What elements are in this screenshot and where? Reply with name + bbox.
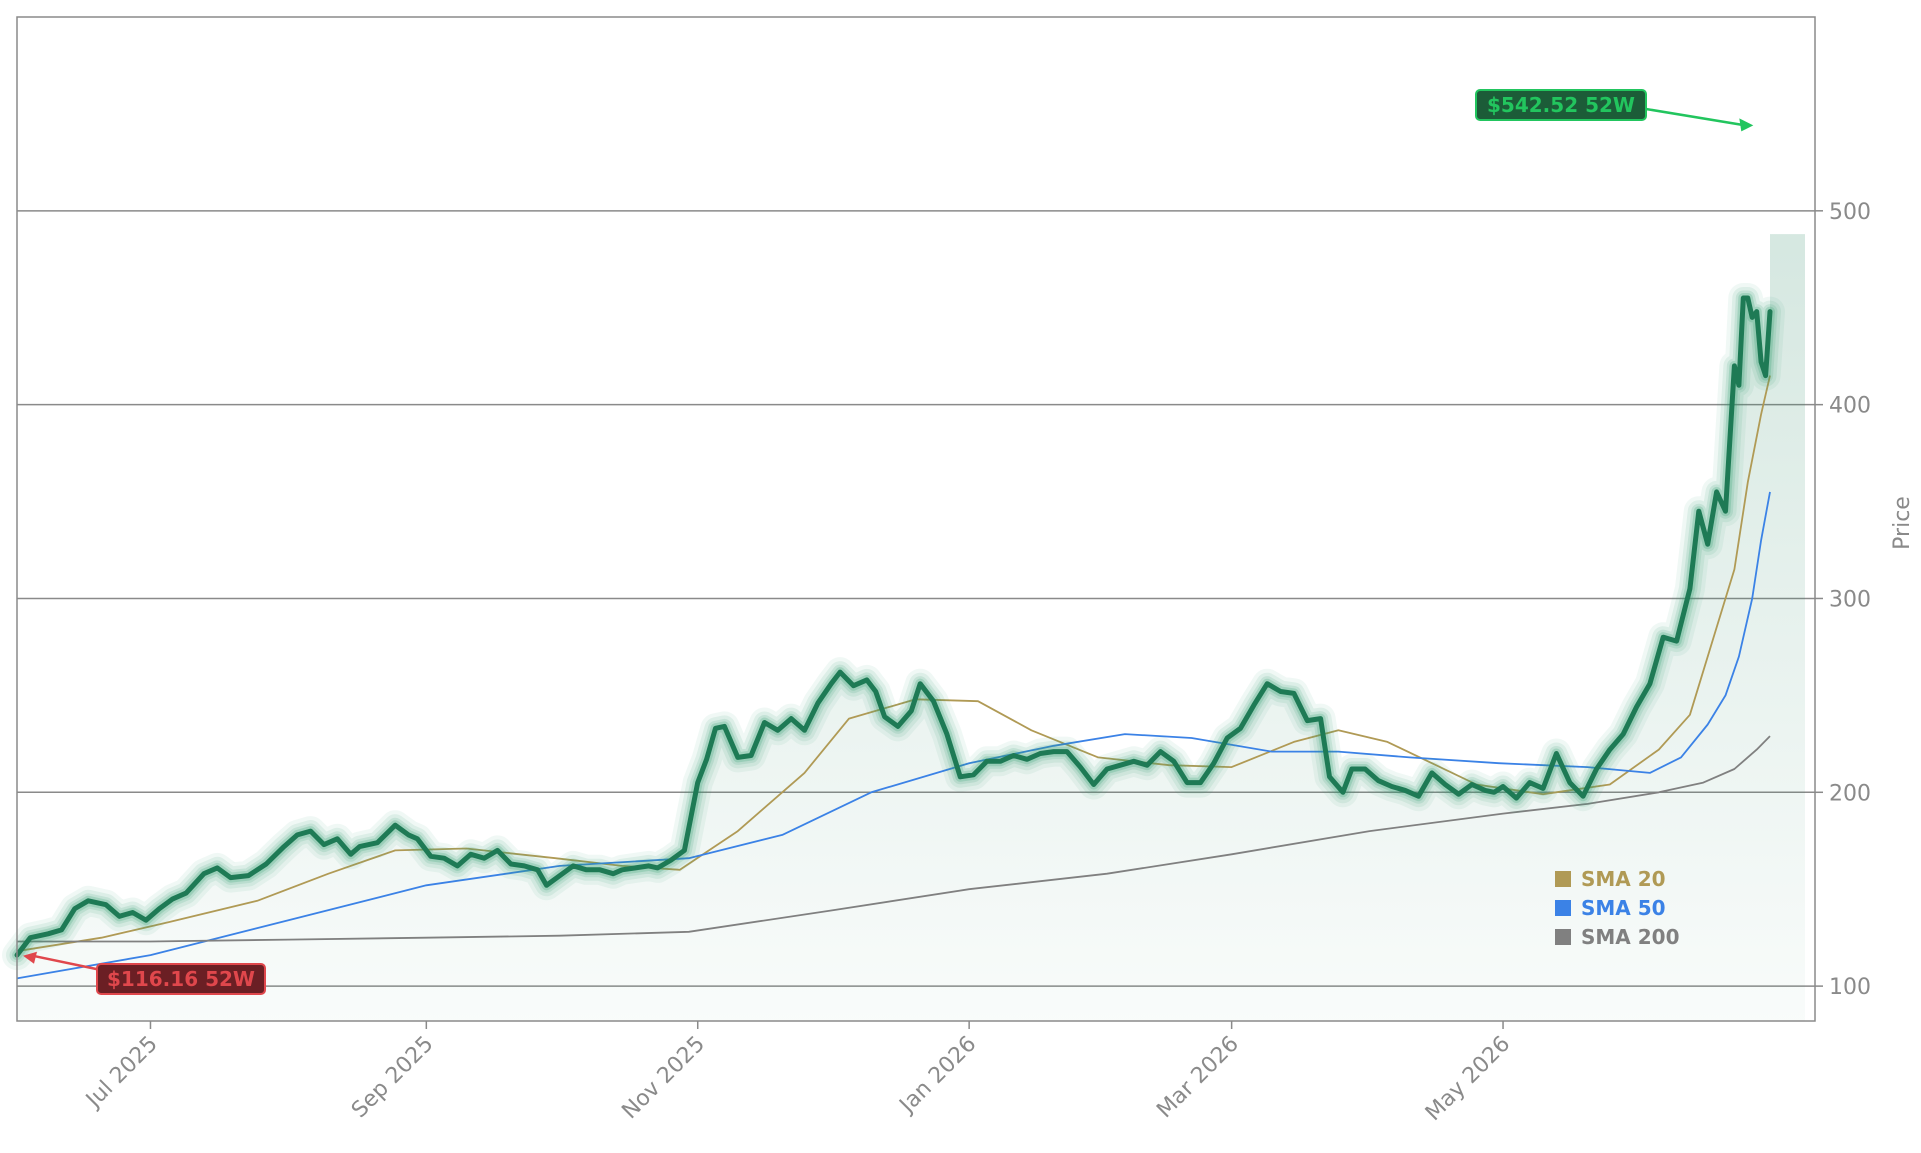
x-tick-label: Jan 2026 bbox=[894, 1032, 982, 1120]
x-tick-label: Sep 2025 bbox=[347, 1032, 439, 1124]
sma-lines bbox=[16, 375, 1771, 980]
low-annotation-arrowhead bbox=[23, 951, 37, 964]
price-area-fill bbox=[17, 234, 1805, 1022]
high-annotation-arrowhead bbox=[1739, 118, 1754, 132]
legend-swatch bbox=[1555, 900, 1571, 916]
price-line bbox=[14, 295, 1773, 958]
high-annotation-box bbox=[1475, 89, 1647, 121]
legend: SMA 20 SMA 50 SMA 200 bbox=[1555, 867, 1680, 949]
price-area bbox=[17, 234, 1805, 1022]
legend-label: SMA 50 bbox=[1581, 896, 1666, 920]
legend-label: SMA 20 bbox=[1581, 867, 1666, 891]
x-axis: Jul 2025 Sep 2025 Nov 2025 Jan 2026 Mar 2026… bbox=[80, 1021, 1515, 1126]
annotations: $542.52 52W $116.16 52W bbox=[23, 89, 1754, 995]
y-tick-label: 100 bbox=[1829, 975, 1871, 1000]
y-tick-label: 200 bbox=[1829, 781, 1871, 806]
y-tick-label: 400 bbox=[1829, 394, 1871, 419]
x-tick-label: May 2026 bbox=[1421, 1032, 1515, 1126]
price-lines bbox=[2, 283, 1785, 971]
x-tick-label: Mar 2026 bbox=[1152, 1032, 1244, 1124]
legend-label: SMA 200 bbox=[1581, 925, 1680, 949]
plot-frame bbox=[16, 16, 1816, 1022]
legend-swatch bbox=[1555, 871, 1571, 887]
sma50-line bbox=[16, 491, 1771, 980]
high-annotation-label: $542.52 52W bbox=[1487, 93, 1635, 117]
y-axis: 100 200 300 400 500 bbox=[1815, 200, 1871, 1000]
low-annotation-label: $116.16 52W bbox=[107, 967, 255, 991]
high-annotation-arrow bbox=[1645, 107, 1746, 127]
y-tick-label: 500 bbox=[1829, 200, 1871, 225]
y-axis-label: Price bbox=[1890, 496, 1915, 550]
sma200-line bbox=[17, 735, 1771, 943]
low-annotation-box bbox=[96, 963, 266, 995]
y-tick-label: 300 bbox=[1829, 587, 1871, 612]
sma20-line bbox=[16, 375, 1771, 953]
low-annotation-arrow bbox=[32, 954, 102, 972]
x-tick-label: Nov 2025 bbox=[617, 1032, 710, 1125]
legend-swatch bbox=[1555, 929, 1571, 945]
x-tick-label: Jul 2025 bbox=[80, 1032, 162, 1114]
